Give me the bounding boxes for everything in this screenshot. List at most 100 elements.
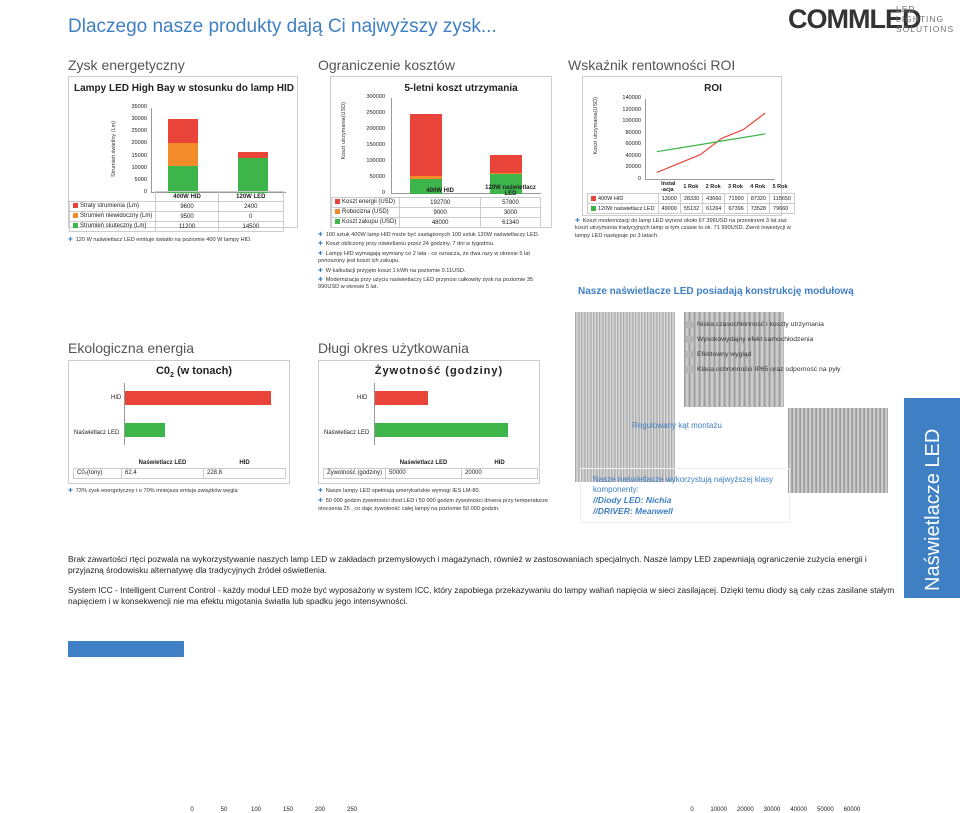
adjustable-mount-photo xyxy=(788,408,888,493)
y-tick-label: 30000 xyxy=(131,116,147,123)
table-row: Koszt energii (USD) 192700 57800 xyxy=(330,197,541,208)
list-item: Klasa ochronności IP65 oraz odporność na… xyxy=(686,365,841,380)
co2-chart-card: C02 (w tonach) HID Naświetlacz LED 0 50 10… xyxy=(68,360,357,813)
diodes-spec: //Diody LED: Nichia xyxy=(593,495,672,505)
x-tick-label: 20000 xyxy=(736,807,754,813)
y-tick-label: 200000 xyxy=(366,126,385,132)
lifetime-chart-title: Żywotność (godziny) xyxy=(374,365,504,377)
lifetime-plot-area xyxy=(374,383,534,445)
x-tick-label: 50000 xyxy=(816,807,834,813)
y-tick-label: 120000 xyxy=(622,106,641,113)
list-item: Wysokowydajny efekt samochłodzenia xyxy=(686,335,841,350)
bar-segment xyxy=(410,114,442,176)
company-logo: COMMLED LED LIGHTING SOLUTIONS xyxy=(788,4,958,36)
logo-wordmark: COMMLED xyxy=(788,4,921,34)
cost-y-label: Koszt utrzymania(USD) xyxy=(341,102,347,160)
table-row: C0₂(tony) 62.4 228.8 xyxy=(73,467,286,479)
section-roi: Wskaźnik rentowności ROI xyxy=(568,57,736,73)
bar xyxy=(125,423,165,437)
category-label: HID xyxy=(357,395,368,401)
y-tick-label: 20000 xyxy=(131,140,147,147)
section-life: Długi okres użytkowania xyxy=(318,340,469,356)
cost-data-table: 400W HID 120W naświetlacz LED Koszt energ… xyxy=(330,185,541,228)
led-module-detail-photo xyxy=(684,312,784,407)
y-tick-label: 100000 xyxy=(366,158,385,164)
co2-plot-area xyxy=(124,383,284,445)
roi-data-table: Instal -acja 1 Rok 2 Rok 3 Rok 4 Rok 5 R… xyxy=(587,181,795,214)
lumen-chart-title: Lampy LED High Bay w stosunku do lamp HI… xyxy=(73,83,295,94)
lifetime-data-table: Naświetlacz LED HID Żywotność (godziny) 50… xyxy=(322,458,539,479)
side-label-text: Naświetlacze LED xyxy=(922,428,944,591)
roi-series-line xyxy=(656,112,766,174)
y-tick-label: 5000 xyxy=(134,176,147,183)
bar xyxy=(375,423,509,437)
components-box: Nasze naświetlacze wykorzystują najwyższ… xyxy=(580,468,790,523)
category-label: HID xyxy=(111,395,122,401)
roi-lines xyxy=(656,112,766,174)
roi-series-line xyxy=(656,133,766,153)
y-tick-label: 140000 xyxy=(622,95,641,101)
y-tick-label: 250000 xyxy=(366,110,385,116)
x-tick-label: 200 xyxy=(314,807,325,813)
x-tick-label: 40000 xyxy=(790,807,807,813)
table-row: Żywotność (godziny) 50000 20000 xyxy=(322,467,539,479)
x-tick-label: 50 xyxy=(220,807,228,813)
footer-paragraph-2: System ICC - Intelligent Current Control… xyxy=(68,585,895,606)
y-tick-label: 25000 xyxy=(131,128,147,135)
roi-chart-card: ROI Koszt utrzymania(USD) 140000 120000 10… xyxy=(582,76,795,216)
mount-angle-label: Regulowany kąt montażu xyxy=(632,421,722,430)
logo-tagline: LED LIGHTING SOLUTIONS xyxy=(896,4,955,34)
table-row: Robocizna (USD) 9000 3000 xyxy=(330,207,541,218)
bar-segment xyxy=(490,174,522,194)
section-eco: Ekologiczna energia xyxy=(68,340,195,356)
roi-plot-area xyxy=(645,99,775,180)
cost-plot-area xyxy=(391,98,541,194)
lumen-data-table: 400W HID 120W LED Straty strumienia (Lm) 9… xyxy=(68,191,285,232)
y-tick-label: 0 xyxy=(637,176,641,182)
y-tick-label: 50000 xyxy=(369,174,385,180)
y-tick-label: 100000 xyxy=(622,118,641,125)
footer-paragraph-1: Brak zawartości rtęci pozwala na wykorzy… xyxy=(68,554,867,575)
bar-segment xyxy=(410,178,442,194)
y-tick-label: 150000 xyxy=(366,142,385,148)
y-tick-label: 0 xyxy=(381,190,385,196)
bar-segment xyxy=(410,175,442,179)
section-energy: Zysk energetyczny xyxy=(68,57,185,73)
led-module-photo xyxy=(575,312,675,482)
list-item: Niska czasochłonność i koszty utrzymania xyxy=(686,320,841,335)
x-tick-label: 30000 xyxy=(763,807,781,813)
co2-data-table: Naświetlacz LED HID C0₂(tony) 62.4 228.8 xyxy=(73,458,286,479)
co2-note: ✚ 73% zysk energetyczny i o 70% mniejsza … xyxy=(68,488,238,494)
table-row: Koszt zakupu (USD) 48000 61340 xyxy=(330,217,541,228)
list-item: Efektowny wygląd xyxy=(686,350,841,365)
section-cost: Ograniczenie kosztów xyxy=(318,57,455,73)
footer-accent-bar xyxy=(68,641,184,657)
co2-chart-title: C02 (w tonach) xyxy=(155,365,233,380)
category-label: Naświetlacz LED xyxy=(324,430,370,436)
x-tick-label: 0 xyxy=(190,807,194,813)
y-tick-label: 10000 xyxy=(131,164,147,171)
lumen-y-label: Strumień świetlny (Lm) xyxy=(111,121,117,177)
category-label: Naświetlacz LED xyxy=(74,430,120,436)
feature-list: Niska czasochłonność i koszty utrzymania… xyxy=(686,320,841,380)
side-label-bar: Naświetlacze LED xyxy=(904,398,960,598)
x-tick-label: 100 xyxy=(250,807,261,813)
table-row: Strumień niewidoczny (Lm) 9500 0 xyxy=(68,211,285,222)
cost-chart-card: 5-letni koszt utrzymania Koszt utrzymani… xyxy=(330,76,552,228)
y-tick-label: 80000 xyxy=(625,129,641,136)
page-title: Dlaczego nasze produkty dają Ci najwyższ… xyxy=(68,16,497,37)
bar-segment xyxy=(168,165,198,193)
modular-title: Nasze naświetlacze LED posiadają konstru… xyxy=(578,286,854,297)
x-tick-label: 0 xyxy=(690,807,694,813)
lumen-plot-area xyxy=(151,108,286,193)
roi-note: ✚ Koszt modernizacji do lamp LED wynosi o… xyxy=(575,218,791,239)
y-tick-label: 35000 xyxy=(131,104,147,110)
driver-spec: //DRIVER: Meanwell xyxy=(593,506,673,516)
roi-chart-title: ROI xyxy=(704,83,722,94)
y-tick-label: 40000 xyxy=(625,152,641,159)
cost-chart-title: 5-letni koszt utrzymania xyxy=(404,83,518,94)
lumen-note: ✚ 120 W naświetlacz LED emituje światło n… xyxy=(68,237,252,243)
y-tick-label: 60000 xyxy=(625,141,641,148)
bar xyxy=(125,391,272,405)
y-tick-label: 15000 xyxy=(131,152,147,159)
